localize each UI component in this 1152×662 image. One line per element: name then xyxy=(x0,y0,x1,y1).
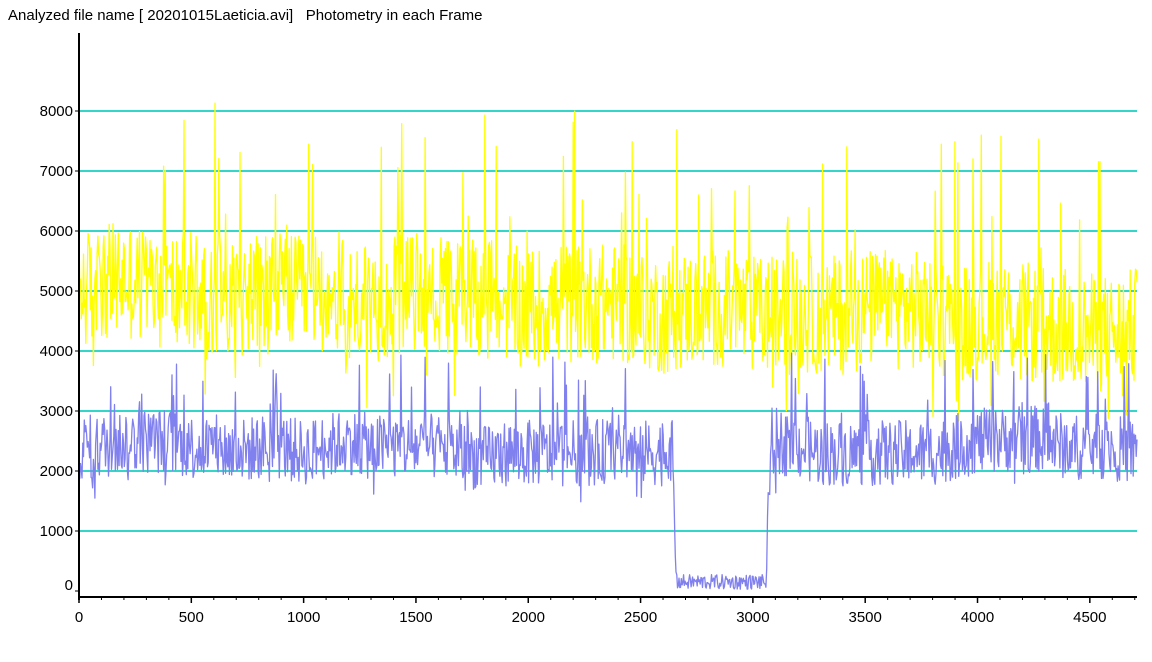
y-tick-label-5000: 5000 xyxy=(40,283,73,300)
y-tick-label-3000: 3000 xyxy=(40,403,73,420)
x-tick-label-1500: 1500 xyxy=(399,609,432,626)
x-tick-label-1000: 1000 xyxy=(287,609,320,626)
x-tick-label-4000: 4000 xyxy=(961,609,994,626)
y-tick-label-0: 0 xyxy=(65,577,73,594)
x-tick-label-0: 0 xyxy=(75,609,83,626)
x-tick-label-500: 500 xyxy=(179,609,204,626)
x-tick-label-2500: 2500 xyxy=(624,609,657,626)
y-tick-label-4000: 4000 xyxy=(40,343,73,360)
x-tick-labels: 0 500 1000 1500 2000 2500 3000 3500 4000 4500 xyxy=(75,597,1136,626)
x-tick-label-4500: 4500 xyxy=(1073,609,1106,626)
y-tick-label-8000: 8000 xyxy=(40,103,73,120)
x-tick-label-3500: 3500 xyxy=(849,609,882,626)
series-line-yellow xyxy=(78,102,1138,422)
x-tick-label-2000: 2000 xyxy=(512,609,545,626)
y-tick-label-2000: 2000 xyxy=(40,463,73,480)
y-tick-labels: 0 1000 2000 3000 4000 5000 6000 7000 8000 xyxy=(40,103,79,594)
axes xyxy=(78,33,1137,600)
chart-title: Analyzed file name [ 20201015Laeticia.av… xyxy=(8,7,483,24)
series-line-blue xyxy=(78,352,1138,590)
y-tick-label-7000: 7000 xyxy=(40,163,73,180)
y-tick-label-1000: 1000 xyxy=(40,523,73,540)
y-tick-label-6000: 6000 xyxy=(40,223,73,240)
x-tick-label-3000: 3000 xyxy=(736,609,769,626)
series-layer xyxy=(78,102,1138,590)
